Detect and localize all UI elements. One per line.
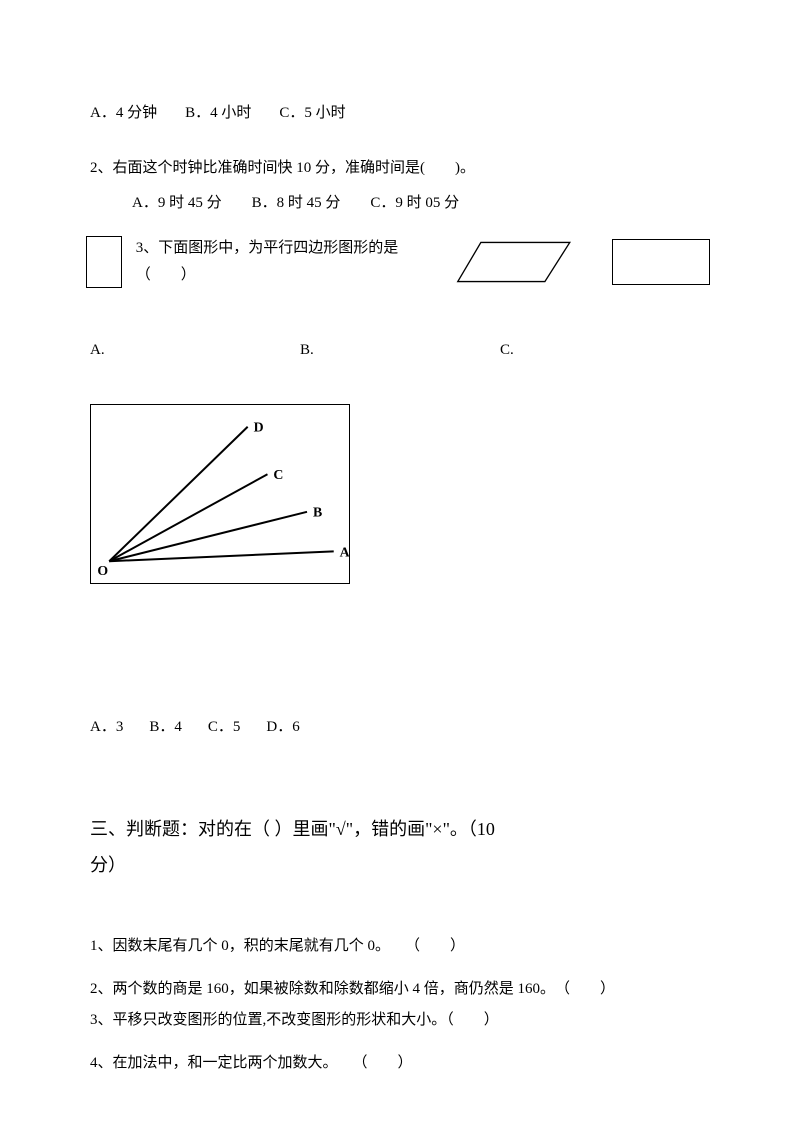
q3-labels: A. B. C. [90, 337, 710, 364]
shape-rectangle [612, 239, 710, 285]
section3-heading-line1: 三、判断题：对的在（ ）里画"√"，错的画"×"。（10 [90, 811, 710, 847]
q4-option-d: D．6 [266, 714, 299, 741]
q2-option-c: C．9 时 05 分 [370, 190, 459, 217]
q4-option-c: C．5 [208, 714, 241, 741]
svg-text:D: D [254, 420, 264, 435]
q1-option-b: B．4 小时 [185, 100, 251, 127]
svg-text:C: C [273, 467, 283, 482]
svg-text:A: A [340, 544, 349, 559]
section3-questions: 1、因数末尾有几个 0，积的末尾就有几个 0。 （ ） 2、两个数的商是 160… [90, 933, 710, 1077]
s3-q1: 1、因数末尾有几个 0，积的末尾就有几个 0。 （ ） [90, 933, 710, 960]
q2-option-a: A．9 时 45 分 [132, 190, 222, 217]
svg-text:O: O [97, 563, 108, 578]
shape-square [86, 236, 122, 288]
question-3: 3、下面图形中，为平行四边形图形的是（ ） [90, 235, 710, 289]
q4-option-b: B．4 [149, 714, 182, 741]
s3-q3: 3、平移只改变图形的位置,不改变图形的形状和大小。（ ） [90, 1007, 710, 1034]
svg-text:B: B [313, 505, 322, 520]
q3-label-a: A. [90, 337, 300, 364]
section3-heading-line2: 分） [90, 847, 710, 883]
q3-text: 3、下面图形中，为平行四边形图形的是（ ） [136, 235, 423, 289]
q4-option-a: A．3 [90, 714, 123, 741]
question-2: 2、右面这个时钟比准确时间快 10 分，准确时间是( )。 A．9 时 45 分… [90, 155, 710, 217]
q4-options: A．3 B．4 C．5 D．6 [90, 714, 710, 741]
q1-option-a: A．4 分钟 [90, 100, 157, 127]
q1-option-c: C．5 小时 [279, 100, 345, 127]
section3-heading: 三、判断题：对的在（ ）里画"√"，错的画"×"。（10 分） [90, 811, 710, 883]
q3-label-c: C. [500, 337, 514, 364]
q2-options: A．9 时 45 分 B．8 时 45 分 C．9 时 05 分 [90, 190, 710, 217]
q2-text: 2、右面这个时钟比准确时间快 10 分，准确时间是( )。 [90, 155, 710, 182]
s3-q4: 4、在加法中，和一定比两个加数大。 （ ） [90, 1050, 710, 1077]
q1-options: A．4 分钟 B．4 小时 C．5 小时 [90, 100, 710, 127]
s3-q2: 2、两个数的商是 160，如果被除数和除数都缩小 4 倍，商仍然是 160。 （… [90, 976, 710, 1003]
shape-parallelogram [456, 238, 572, 286]
q3-label-b: B. [300, 337, 500, 364]
angle-diagram: A B C D O [90, 404, 350, 584]
q2-option-b: B．8 时 45 分 [252, 190, 341, 217]
